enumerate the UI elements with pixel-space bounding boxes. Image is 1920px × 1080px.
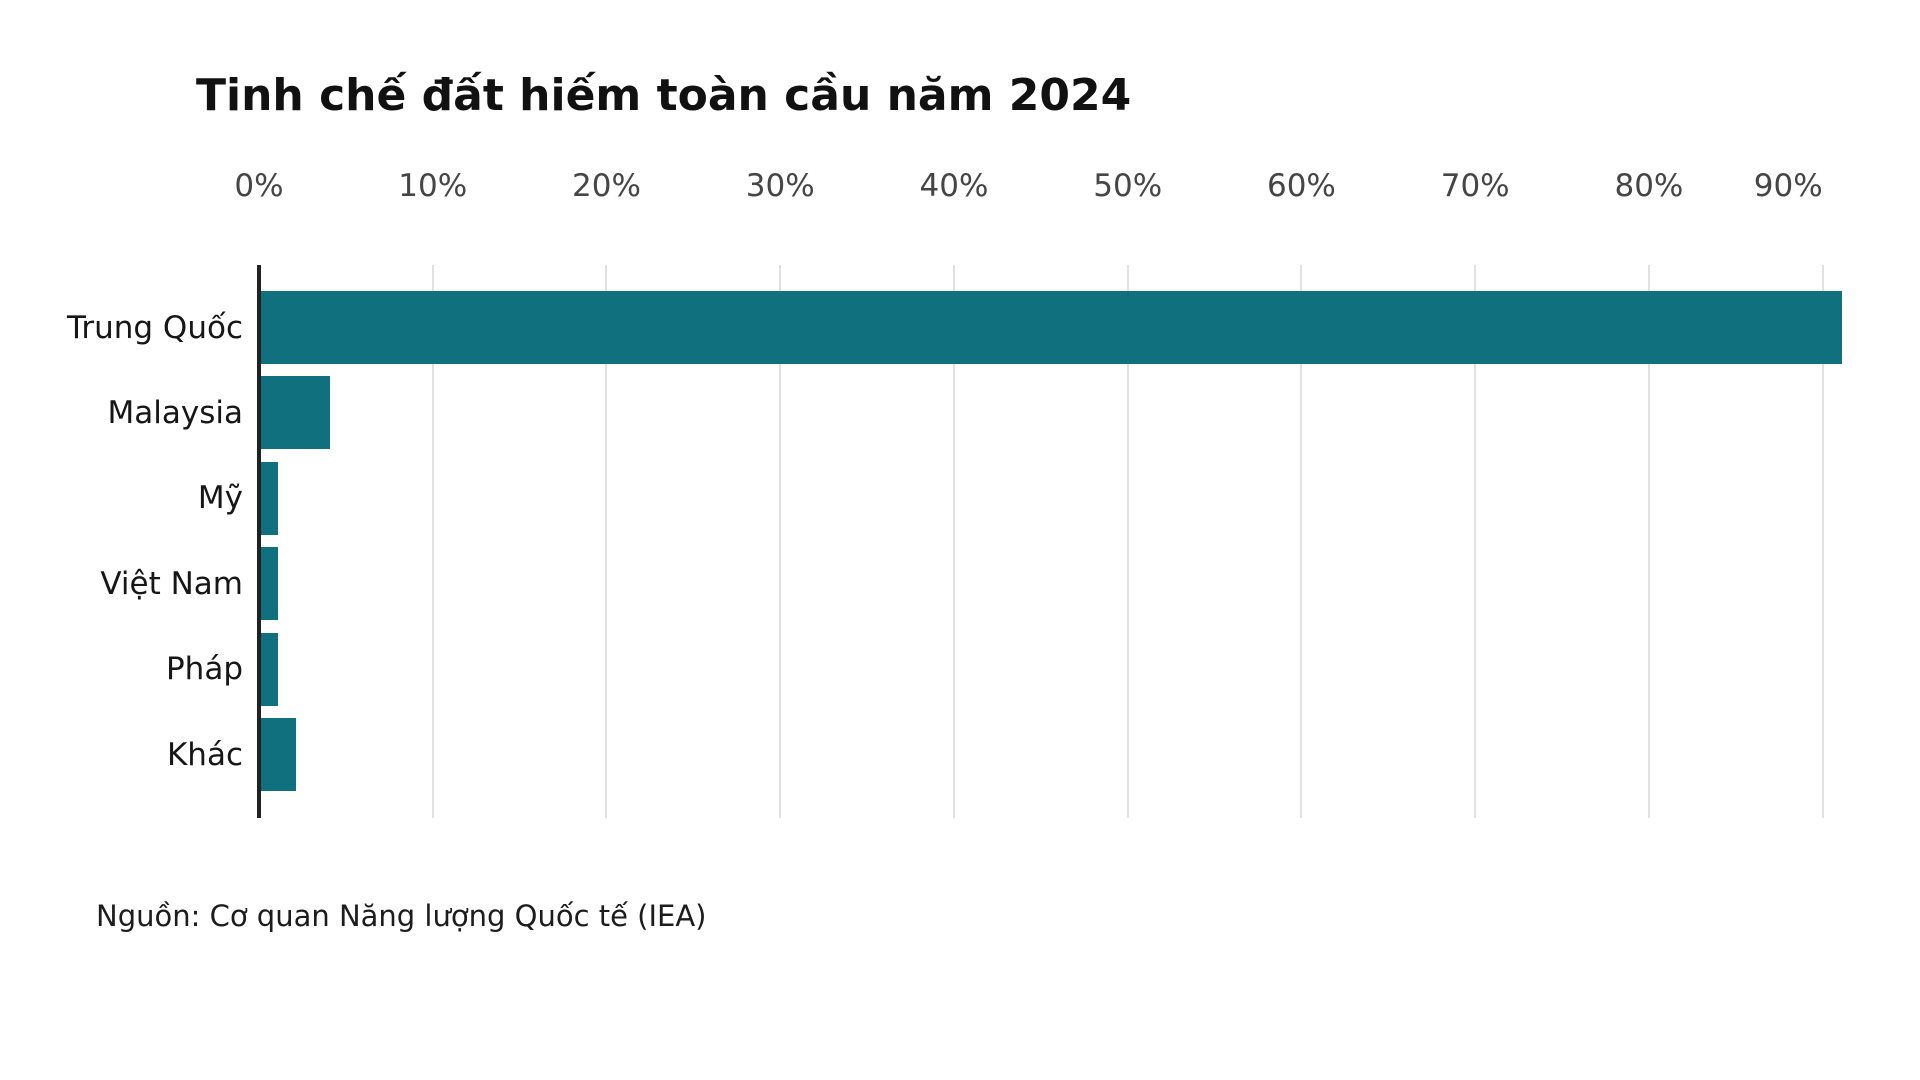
chart-title: Tinh chế đất hiếm toàn cầu năm 2024 xyxy=(196,70,1132,121)
gridline-30 xyxy=(779,265,782,818)
bar-viet-nam xyxy=(261,547,279,621)
x-tick-label-20: 20% xyxy=(572,168,641,204)
source-note: Nguồn: Cơ quan Năng lượng Quốc tế (IEA) xyxy=(96,899,707,933)
x-tick-label-50: 50% xyxy=(1093,168,1163,204)
y-axis-line xyxy=(257,265,261,818)
category-label-trung-quoc: Trung Quốc xyxy=(66,309,243,346)
x-tick-label-10: 10% xyxy=(398,168,468,204)
x-tick-label-60: 60% xyxy=(1266,168,1336,204)
gridline-90 xyxy=(1821,265,1824,818)
gridline-60 xyxy=(1300,265,1303,818)
bar-malaysia xyxy=(261,376,331,450)
gridline-80 xyxy=(1647,265,1650,818)
plot-area xyxy=(257,265,1880,818)
category-label-my: Mỹ xyxy=(197,480,243,517)
bar-trung-quoc xyxy=(261,291,1843,364)
category-label-phap: Pháp xyxy=(165,651,243,688)
category-label-viet-nam: Việt Nam xyxy=(100,565,243,602)
gridline-20 xyxy=(605,265,608,818)
bar-khac xyxy=(261,718,296,791)
gridline-10 xyxy=(431,265,434,818)
category-label-malaysia: Malaysia xyxy=(107,394,243,431)
bar-phap xyxy=(261,632,279,706)
x-tick-label-70: 70% xyxy=(1440,168,1510,204)
x-tick-label-80: 80% xyxy=(1614,168,1684,204)
x-tick-label-40: 40% xyxy=(919,168,989,204)
gridline-50 xyxy=(1126,265,1129,818)
category-label-khac: Khác xyxy=(166,736,243,773)
bar-my xyxy=(261,461,279,535)
x-tick-label-0: 0% xyxy=(234,168,284,204)
x-tick-label-30: 30% xyxy=(745,168,815,204)
gridline-70 xyxy=(1474,265,1477,818)
gridline-40 xyxy=(952,265,955,818)
x-tick-label-90: 90% xyxy=(1753,168,1823,204)
